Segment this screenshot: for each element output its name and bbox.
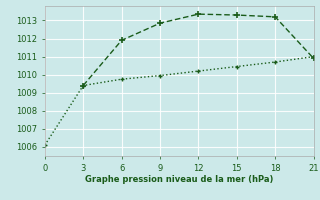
X-axis label: Graphe pression niveau de la mer (hPa): Graphe pression niveau de la mer (hPa) — [85, 175, 273, 184]
